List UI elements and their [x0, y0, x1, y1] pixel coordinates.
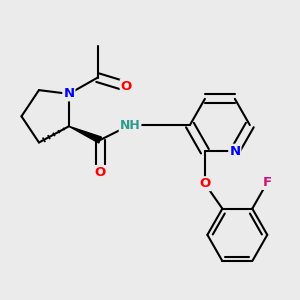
Text: O: O — [121, 80, 132, 93]
Text: O: O — [199, 177, 211, 190]
Polygon shape — [69, 126, 101, 143]
Text: O: O — [94, 166, 106, 179]
Text: N: N — [63, 87, 74, 101]
Text: F: F — [263, 176, 272, 189]
Text: N: N — [229, 145, 240, 158]
Text: NH: NH — [120, 118, 140, 131]
